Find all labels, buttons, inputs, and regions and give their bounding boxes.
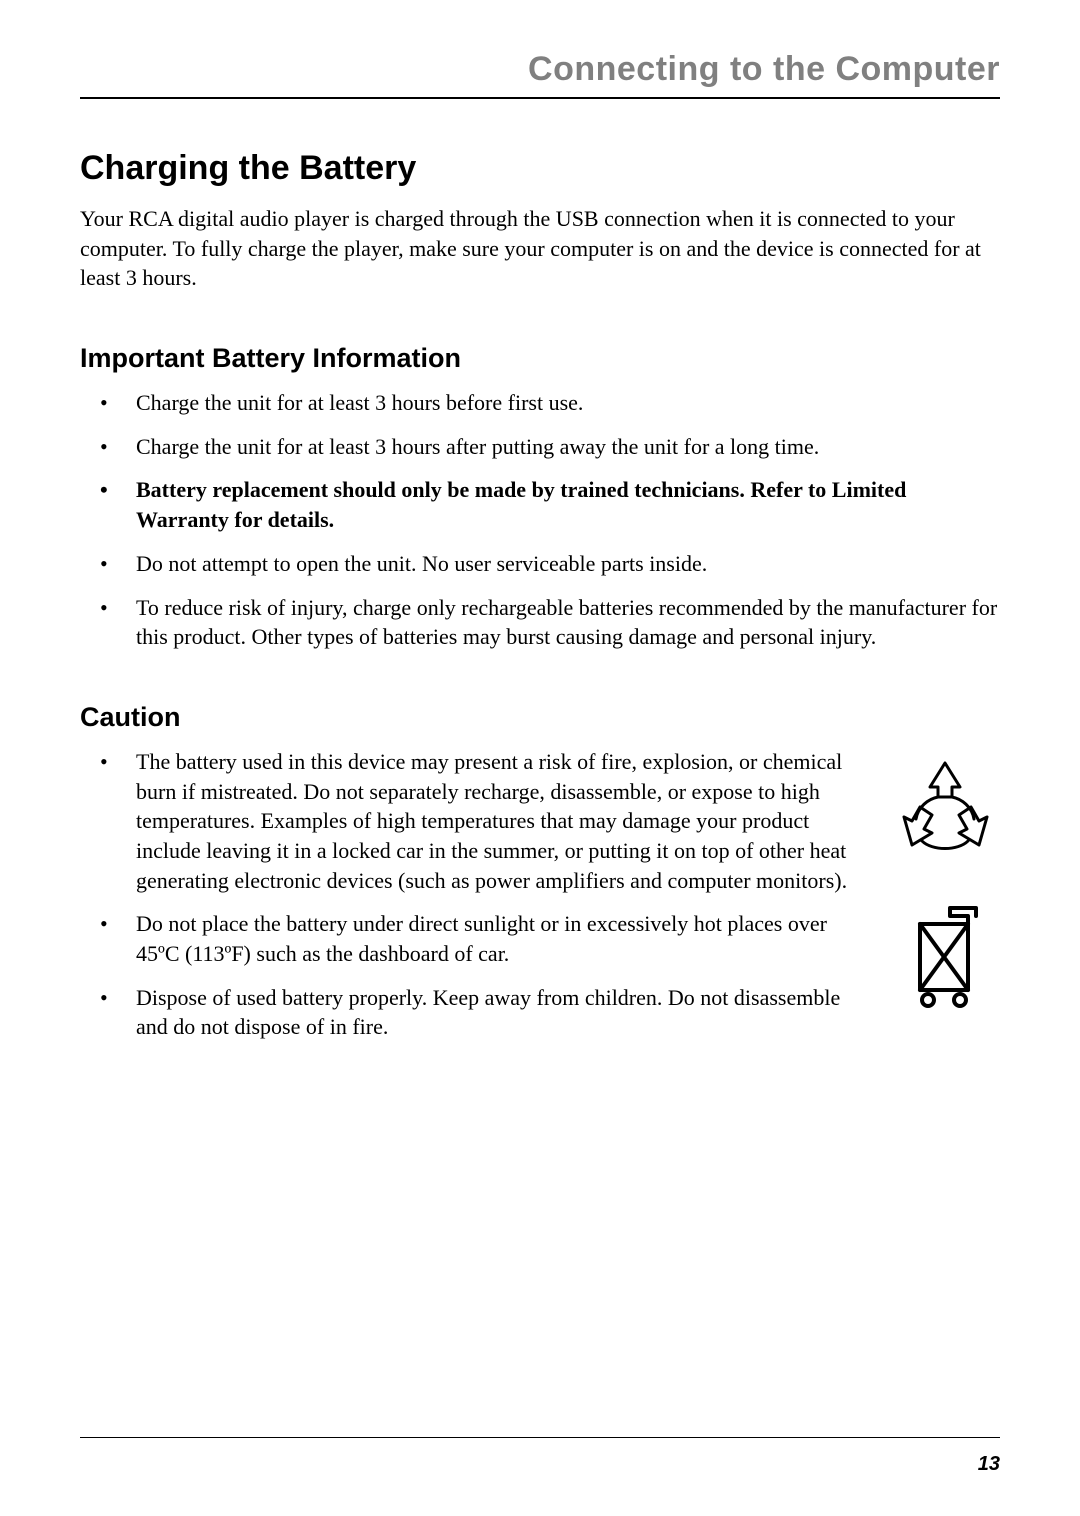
list-item: Dispose of used battery properly. Keep a… (100, 983, 870, 1042)
list-item: The battery used in this device may pres… (100, 747, 870, 895)
caution-text-column: The battery used in this device may pres… (80, 747, 870, 1056)
list-item: To reduce risk of injury, charge only re… (100, 593, 1000, 652)
page-number: 13 (978, 1453, 1000, 1476)
list-item: Charge the unit for at least 3 hours aft… (100, 432, 1000, 462)
subheading-caution: Caution (80, 702, 1000, 733)
no-trash-icon (898, 902, 993, 1017)
list-item: Battery replacement should only be made … (100, 475, 1000, 534)
subheading-battery-info: Important Battery Information (80, 343, 1000, 374)
caution-block: The battery used in this device may pres… (80, 747, 1000, 1056)
page: Connecting to the Computer Charging the … (0, 0, 1080, 1516)
list-item: Do not place the battery under direct su… (100, 909, 870, 968)
list-item: Charge the unit for at least 3 hours bef… (100, 388, 1000, 418)
footer-rule (80, 1437, 1000, 1438)
battery-info-list: Charge the unit for at least 3 hours bef… (100, 388, 1000, 652)
caution-icons-column (890, 747, 1000, 1017)
recycle-icon (898, 757, 993, 862)
caution-list: The battery used in this device may pres… (100, 747, 870, 1042)
chapter-title: Connecting to the Computer (80, 50, 1000, 99)
section-heading-charging: Charging the Battery (80, 149, 1000, 188)
intro-paragraph: Your RCA digital audio player is charged… (80, 204, 1000, 293)
list-item: Do not attempt to open the unit. No user… (100, 549, 1000, 579)
